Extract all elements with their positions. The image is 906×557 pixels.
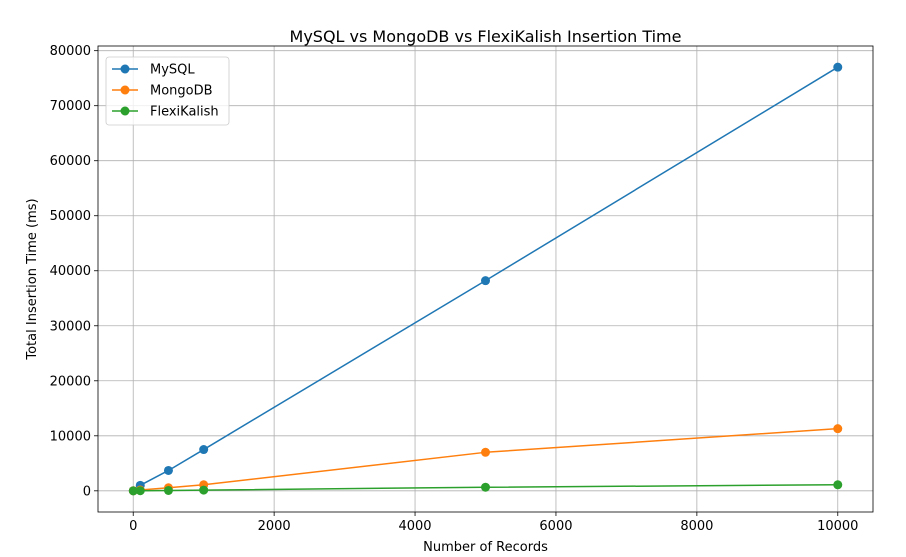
data-point-flexikalish [481, 482, 490, 492]
x-tick-label: 0 [129, 519, 137, 534]
legend-marker-mongodb [120, 85, 130, 95]
chart-title: MySQL vs MongoDB vs FlexiKalish Insertio… [290, 27, 682, 46]
y-tick-label: 30000 [50, 319, 91, 334]
y-tick-label: 60000 [50, 154, 91, 169]
y-tick-label: 10000 [50, 429, 91, 444]
y-tick-label: 50000 [50, 209, 91, 224]
data-point-mongodb [481, 447, 490, 457]
legend: MySQL MongoDB FlexiKalish [105, 56, 230, 126]
data-point-flexikalish [199, 485, 209, 495]
y-axis-label: Total Insertion Time (ms) [25, 198, 40, 360]
legend-box [105, 56, 230, 126]
data-point-flexikalish [163, 485, 173, 495]
x-tick-label: 6000 [539, 519, 572, 534]
plot-frame [97, 45, 874, 513]
data-point-flexikalish [128, 486, 138, 496]
ticks: 0 2000 4000 6000 8000 10000 0 10000 20000 30000 40… [50, 44, 859, 534]
data-point-flexikalish [833, 480, 843, 490]
x-tick-label: 8000 [680, 519, 713, 534]
y-tick-label: 20000 [50, 374, 91, 389]
x-axis-label: Number of Records [423, 540, 548, 555]
y-tick-label: 40000 [50, 264, 91, 279]
x-tick-label: 4000 [398, 519, 431, 534]
data-point-flexikalish [135, 486, 145, 496]
legend-label-mysql: MySQL [150, 63, 195, 78]
x-tick-label: 2000 [258, 519, 291, 534]
data-point-mysql [481, 276, 490, 286]
legend-marker-flexikalish [120, 106, 130, 116]
legend-label-mongodb: MongoDB [150, 84, 213, 99]
data-point-mongodb [833, 424, 843, 434]
x-tick-label: 10000 [817, 519, 858, 534]
y-tick-label: 80000 [50, 44, 91, 59]
data-point-mysql [833, 62, 843, 72]
y-tick-label: 70000 [50, 99, 91, 114]
y-tick-label: 0 [83, 484, 91, 499]
legend-label-flexikalish: FlexiKalish [150, 105, 219, 120]
data-point-mysql [199, 445, 209, 455]
series-layer [128, 62, 843, 496]
data-point-mysql [163, 465, 173, 475]
legend-marker-mysql [120, 64, 130, 74]
